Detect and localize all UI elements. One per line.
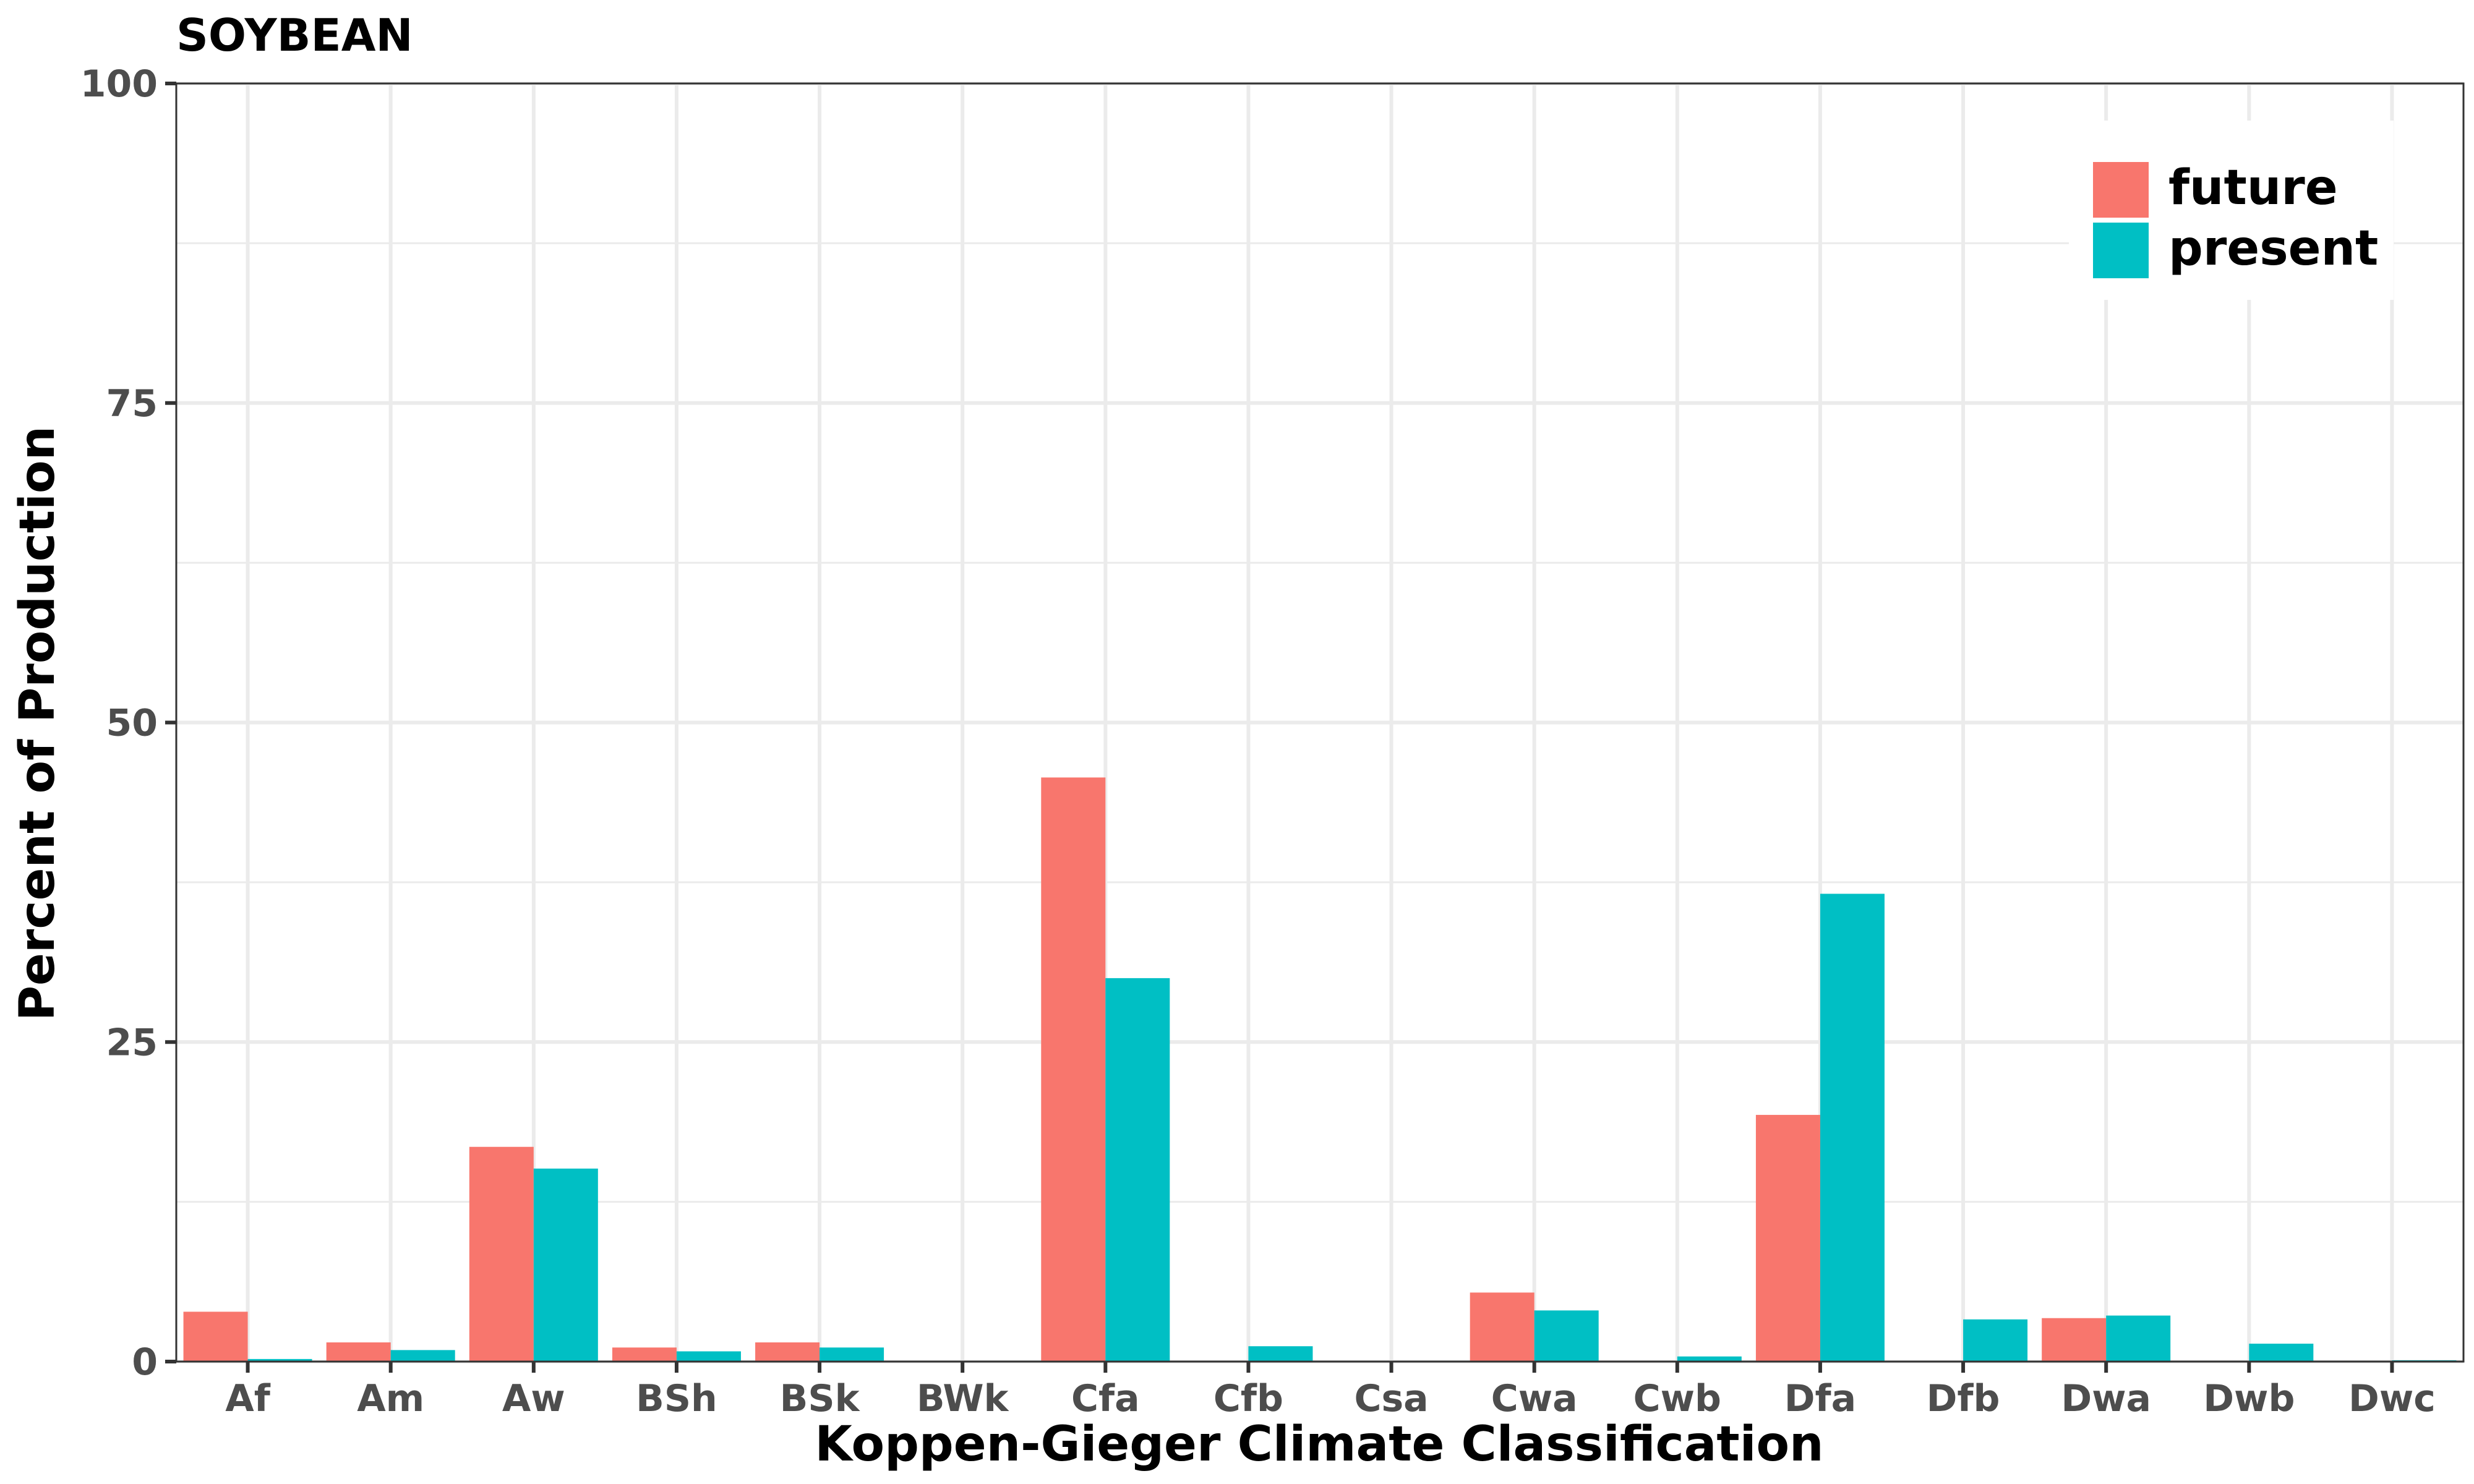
x-tick-label: Cfa xyxy=(1071,1377,1140,1420)
x-tick-label: BSh xyxy=(636,1377,717,1420)
x-tick-label: Dwb xyxy=(2203,1377,2295,1420)
bar-present-Cwa xyxy=(1534,1310,1599,1362)
x-tick-label: Dfa xyxy=(1784,1377,1856,1420)
bar-future-Af xyxy=(183,1311,248,1362)
bars xyxy=(183,777,2457,1362)
bar-present-Dfb xyxy=(1963,1319,2028,1362)
bar-future-BSh xyxy=(612,1347,677,1362)
bar-future-Am xyxy=(326,1342,391,1362)
legend-label-future: future xyxy=(2168,160,2338,216)
bar-present-Cfb xyxy=(1248,1346,1313,1362)
bar-present-Dwb xyxy=(2249,1344,2314,1362)
bar-present-Cfa xyxy=(1105,978,1170,1362)
y-tick-label: 0 xyxy=(132,1341,158,1384)
bar-future-Dfa xyxy=(1755,1115,1820,1362)
bar-present-BSh xyxy=(676,1351,741,1362)
x-tick-label: Am xyxy=(357,1377,424,1420)
x-tick-label: BWk xyxy=(917,1377,1010,1420)
y-axis-title: Percent of Production xyxy=(10,426,66,1021)
y-tick-label: 25 xyxy=(106,1021,158,1064)
bar-present-BSk xyxy=(820,1347,884,1362)
x-tick-label: Cwa xyxy=(1491,1377,1578,1420)
bar-future-Cwa xyxy=(1470,1292,1534,1362)
x-tick-label: Cwb xyxy=(1633,1377,1721,1420)
legend-key-future xyxy=(2093,162,2149,218)
x-tick-label: Csa xyxy=(1354,1377,1428,1420)
x-tick-label: Aw xyxy=(502,1377,565,1420)
bar-present-Dwa xyxy=(2106,1315,2171,1362)
legend-key-present xyxy=(2093,223,2149,278)
bar-present-Aw xyxy=(533,1168,598,1362)
x-tick-label: Dfb xyxy=(1927,1377,2000,1420)
x-tick-label: BSk xyxy=(780,1377,861,1420)
x-axis: Af Am Aw BSh BSk BWk Cfa Cfb Csa Cwa Cwb Dfa Dfb Dwa D… xyxy=(225,1362,2436,1420)
chart-title: SOYBEAN xyxy=(176,9,413,61)
y-tick-label: 100 xyxy=(80,62,158,106)
x-tick-label: Dwa xyxy=(2061,1377,2151,1420)
x-tick-label: Af xyxy=(225,1377,270,1420)
x-axis-title: Koppen-Gieger Climate Classification xyxy=(815,1417,1823,1472)
legend-label-present: present xyxy=(2168,221,2378,276)
bar-future-BSk xyxy=(755,1342,820,1362)
x-tick-label: Cfb xyxy=(1213,1377,1283,1420)
bar-present-Cwb xyxy=(1677,1356,1742,1362)
y-axis: 0 25 50 75 100 xyxy=(80,62,176,1384)
y-tick-label: 75 xyxy=(106,382,158,425)
bar-future-Cfa xyxy=(1041,777,1106,1362)
x-tick-label: Dwc xyxy=(2348,1377,2436,1420)
legend: future present xyxy=(2069,121,2394,300)
bar-future-Dwa xyxy=(2042,1318,2107,1362)
bar-present-Dfa xyxy=(1820,893,1885,1362)
bar-present-Am xyxy=(390,1350,455,1362)
bar-future-Aw xyxy=(469,1146,534,1362)
bar-present-Af xyxy=(247,1358,312,1362)
y-tick-label: 50 xyxy=(106,702,158,745)
